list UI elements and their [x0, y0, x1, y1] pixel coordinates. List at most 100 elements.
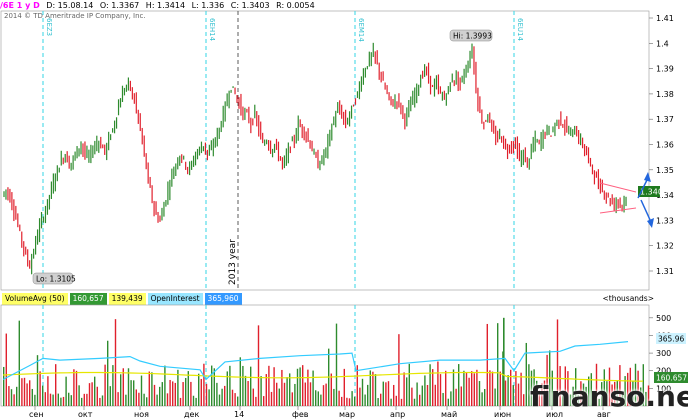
- volume-bar: [78, 385, 80, 406]
- volume-bar: [330, 373, 332, 406]
- volume-bar: [299, 367, 301, 406]
- volume-bar: [221, 388, 223, 406]
- volume-bars: [3, 317, 650, 406]
- volume-bar: [335, 323, 338, 406]
- volume-bar: [387, 381, 390, 406]
- copyright-text: 2014 © TD Ameritrade IP Company, Inc.: [4, 12, 146, 20]
- volume-bar: [530, 370, 533, 406]
- volume-bar: [580, 381, 582, 406]
- volume-bar: [647, 385, 650, 406]
- symbol-label[interactable]: /6E 1 y D: [0, 1, 40, 10]
- open-interest-label: OpenInterest: [147, 293, 203, 305]
- volume-bar: [29, 380, 31, 406]
- volume-bar: [81, 397, 83, 406]
- volume-bar: [497, 323, 499, 406]
- price-chart[interactable]: 6EZ3 6EH14 6EM14 6EU14 2013 year 1.411.4…: [0, 0, 688, 292]
- volume-bar: [398, 334, 400, 406]
- month-axis: сен окт ноя дек 14 фев мар апр май июн июл авг: [29, 406, 611, 419]
- volume-bar: [426, 384, 429, 406]
- volume-bar: [481, 392, 483, 406]
- volume-bar: [174, 382, 176, 406]
- volume-bar: [588, 376, 590, 406]
- price-tick-label: 1.33: [656, 216, 674, 225]
- month-label: сен: [29, 410, 44, 419]
- volume-value: 139,439: [108, 293, 146, 305]
- volume-bar: [551, 370, 553, 406]
- volume-bar: [3, 366, 5, 406]
- volume-bar: [135, 389, 137, 406]
- volume-bar: [107, 340, 109, 406]
- volume-bar: [244, 375, 247, 406]
- price-tick-label: 1.38: [656, 90, 674, 99]
- volume-bar: [130, 380, 132, 406]
- volume-bar: [471, 371, 473, 406]
- volume-bar: [57, 393, 59, 406]
- volume-bar: [351, 391, 353, 406]
- volume-bar: [294, 383, 296, 406]
- volume-bar: [377, 398, 379, 406]
- volume-bar: [450, 391, 452, 406]
- volume-bar: [203, 363, 205, 406]
- volume-bar: [614, 381, 616, 406]
- close-value: C: 1.3403: [230, 1, 270, 10]
- roll-label-2: 6EH14: [208, 18, 216, 42]
- volume-avg-label: VolumeAvg (50): [2, 293, 68, 305]
- volume-bar: [367, 384, 369, 406]
- volume-bar: [447, 398, 449, 406]
- volume-bar: [218, 394, 221, 406]
- volume-bar: [322, 385, 325, 406]
- date-value: D: 15.08.14: [46, 1, 94, 10]
- volume-bar: [156, 394, 158, 406]
- volume-bar: [606, 381, 608, 406]
- range-value: R: 0.0054: [276, 1, 315, 10]
- month-label: окт: [78, 410, 93, 419]
- volume-bar: [601, 382, 603, 406]
- forecast-arrows: [637, 172, 654, 228]
- volume-bar: [421, 385, 423, 406]
- low-value: L: 1.336: [191, 1, 225, 10]
- volume-chart[interactable]: 500400300200100 365.96 160.657 сеноктноя…: [0, 292, 688, 419]
- volume-bar: [211, 365, 213, 406]
- volume-bar: [55, 364, 57, 406]
- volume-bar: [543, 380, 546, 406]
- price-tick-label: 1.32: [656, 242, 674, 251]
- volume-bar: [520, 372, 522, 406]
- volume-bar: [429, 364, 431, 406]
- volume-tick-label: 100: [656, 384, 671, 393]
- volume-bar: [382, 381, 384, 406]
- oi-tag-box: [656, 333, 686, 344]
- price-tick-label: 1.37: [656, 115, 674, 124]
- price-tick-label: 1.36: [656, 141, 674, 150]
- volume-bar: [5, 333, 7, 406]
- volume-bar: [608, 367, 611, 406]
- price-tick-label: 1.39: [656, 65, 674, 74]
- volume-bar: [499, 371, 501, 406]
- roll-label-3: 6EM14: [357, 18, 365, 42]
- volume-bar: [296, 368, 299, 406]
- month-label: 14: [234, 410, 244, 419]
- triangle-pattern: [599, 182, 637, 214]
- volume-bar: [325, 383, 327, 406]
- volume-bar: [94, 376, 96, 406]
- volume-bar: [112, 365, 114, 406]
- volume-bar: [338, 390, 340, 406]
- arrow-up-line: [637, 177, 649, 199]
- month-label: авг: [597, 410, 611, 419]
- volume-bar: [642, 364, 644, 406]
- volume-bar: [39, 371, 41, 406]
- volume-bar: [616, 380, 618, 406]
- volume-bar: [364, 394, 366, 406]
- volume-units-label: <thousands>: [602, 294, 654, 303]
- volume-bar: [260, 376, 262, 406]
- volume-bar: [185, 377, 187, 406]
- volume-bar: [226, 371, 228, 406]
- volume-bar: [140, 375, 143, 406]
- lo-callout-box: [32, 272, 74, 285]
- volume-bar: [582, 383, 585, 406]
- volume-bar: [164, 365, 166, 406]
- volume-bar: [515, 371, 517, 406]
- volume-bar: [270, 391, 273, 406]
- arrow-down-icon: [647, 218, 654, 228]
- oi-tag-label: 365.96: [658, 335, 684, 344]
- volume-bar: [146, 397, 148, 406]
